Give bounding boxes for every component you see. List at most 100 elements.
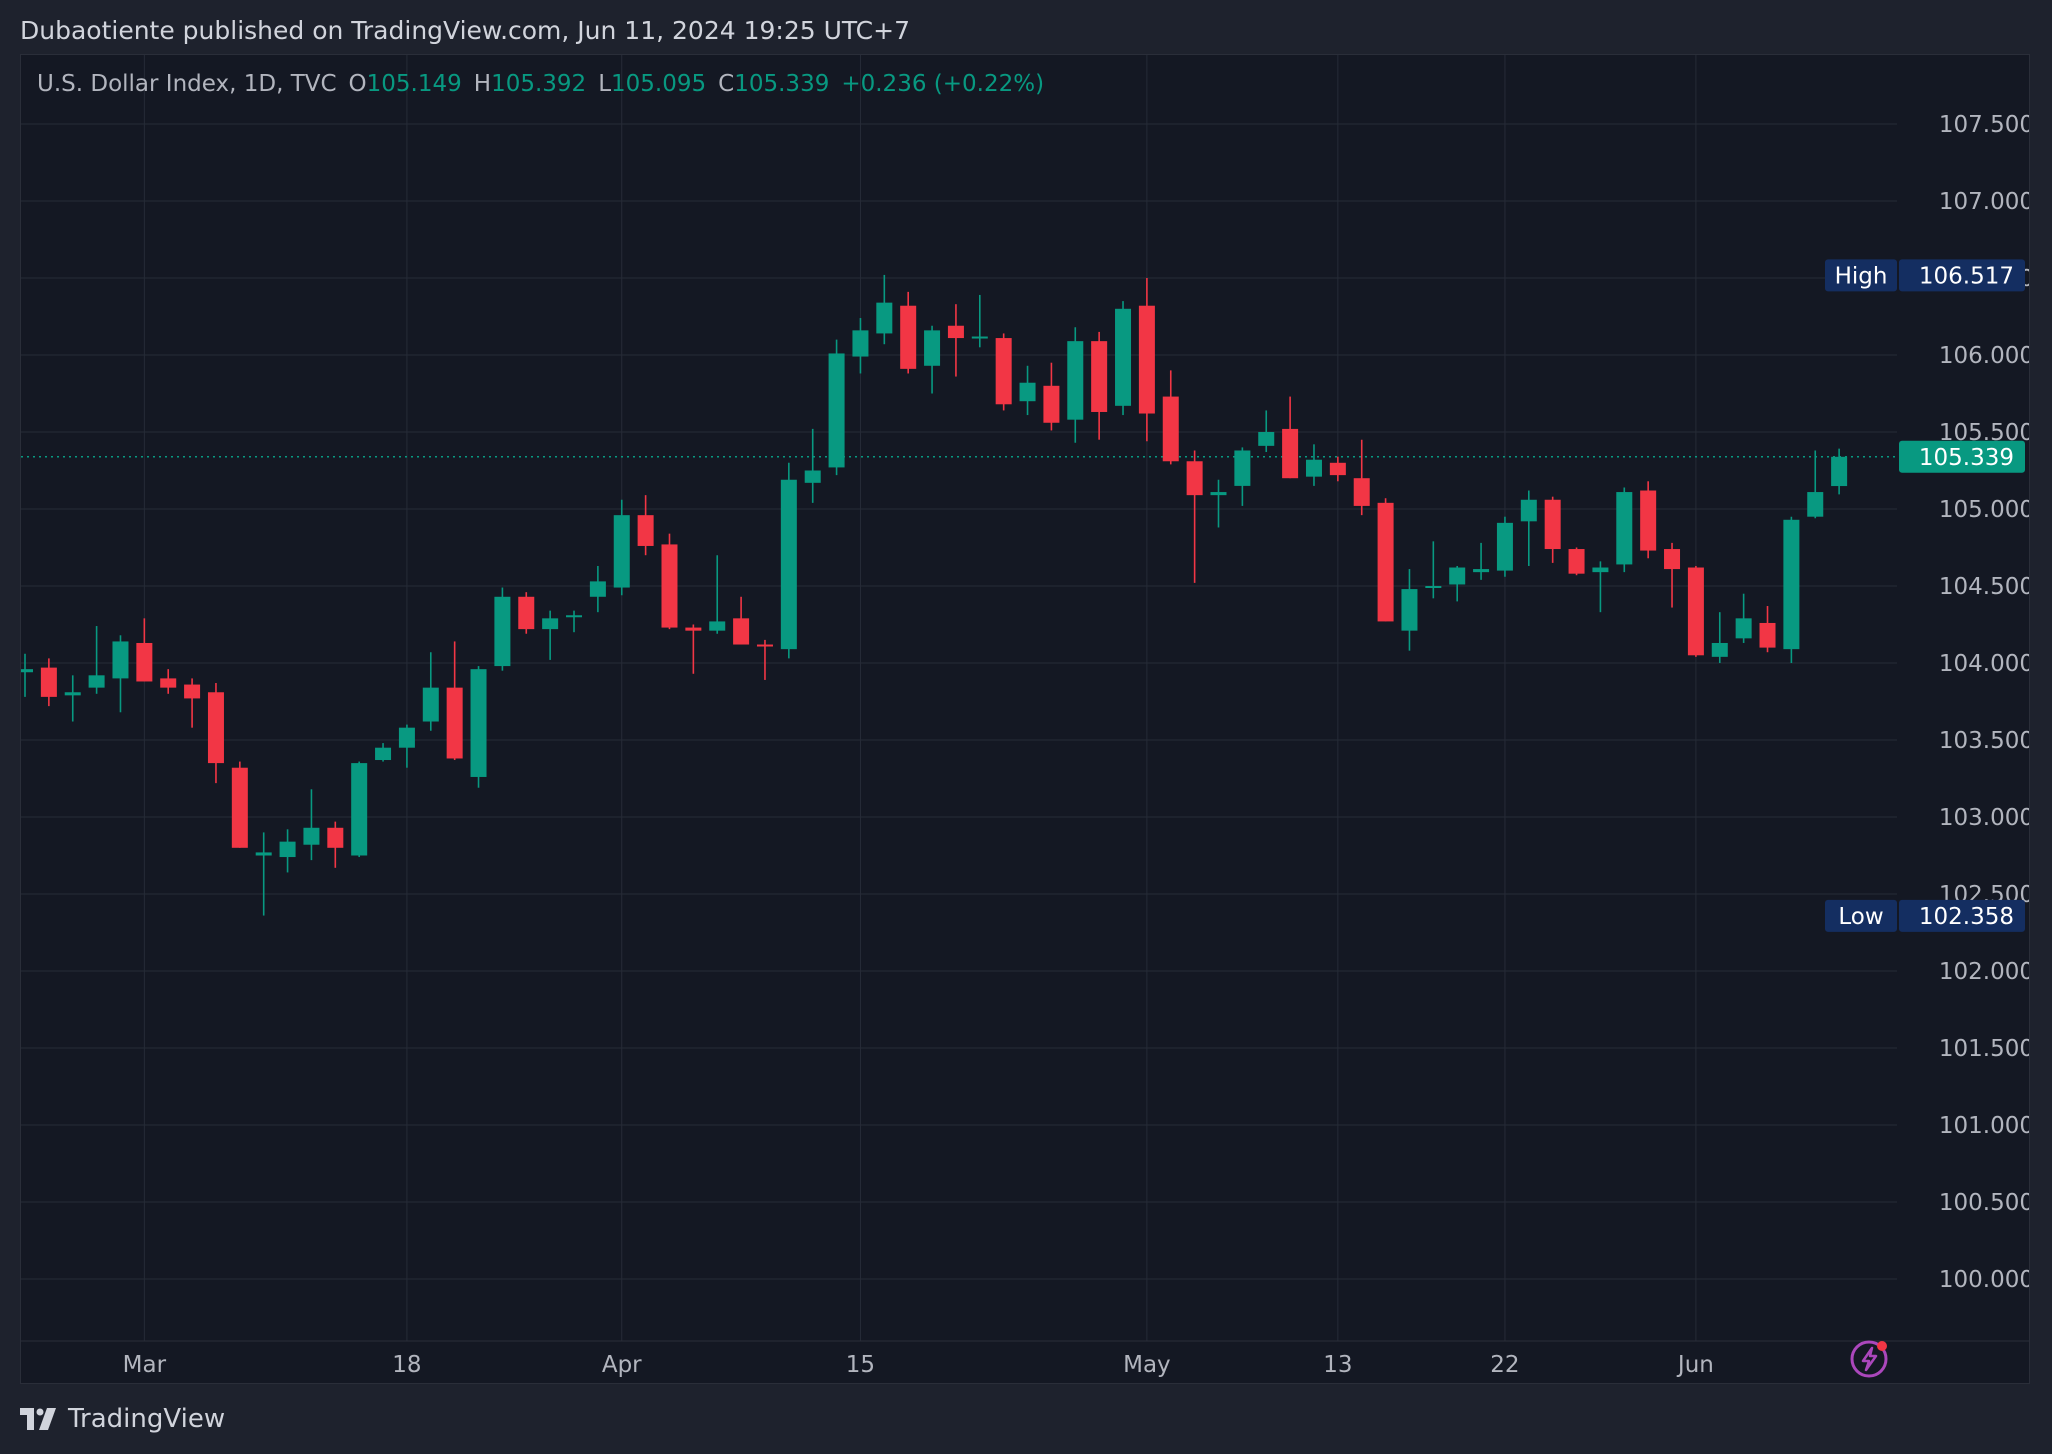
change-value: +0.236 (+0.22%)	[841, 71, 1045, 97]
candle-body-up	[1473, 569, 1490, 573]
high-badge: 106.517 High	[1825, 259, 2025, 292]
candle-body-down	[1091, 341, 1108, 412]
candle-body-up	[828, 353, 845, 468]
candle-body-up	[1496, 522, 1513, 571]
candle-body-up	[1234, 450, 1251, 486]
high-badge-value-box	[1899, 259, 2025, 292]
candle-body-down	[685, 627, 702, 631]
x-tick-label: 22	[1490, 1352, 1519, 1378]
low-badge-value: 102.358	[1919, 904, 2014, 930]
low-badge-label: Low	[1838, 904, 1883, 930]
candle-body-up	[422, 687, 439, 722]
x-tick-label: 13	[1323, 1352, 1352, 1378]
tradingview-logo-icon	[20, 1408, 56, 1430]
low-label: L	[598, 71, 612, 97]
candle-body-up	[1019, 382, 1036, 402]
candle-body-up	[279, 841, 296, 858]
symbol-legend: U.S. Dollar Index, 1D, TVC O105.149 H105.3…	[37, 71, 1044, 97]
candle-body-down	[40, 667, 57, 697]
candle-body-up	[780, 479, 797, 650]
x-tick-label: 15	[846, 1352, 875, 1378]
y-tick-label: 103.000	[1939, 805, 2029, 831]
candle-body-down	[160, 678, 177, 688]
close-label: C	[718, 71, 735, 97]
candle-body-down	[637, 515, 654, 546]
symbol-name: U.S. Dollar Index, 1D, TVC	[37, 71, 337, 97]
candle-body-down	[1377, 502, 1394, 622]
candle-body-down	[1640, 490, 1657, 551]
candle-body-down	[1353, 478, 1370, 506]
candle-body-down	[733, 618, 750, 645]
candle-body-down	[518, 596, 535, 630]
candle-body-up	[1592, 567, 1609, 573]
candle-body-up	[1210, 492, 1227, 496]
last-price-badge-value-box	[1899, 440, 2025, 473]
candle-body-up	[1711, 642, 1728, 657]
candle-body-up	[613, 515, 630, 588]
y-tick-label: 103.500	[1939, 728, 2029, 754]
candle-body-up	[1305, 459, 1322, 477]
chart-frame[interactable]: 100.000 100.500 101.000 101.500 102.000 102.5…	[20, 54, 2030, 1384]
candle-body-down	[995, 338, 1012, 405]
candle-body-up	[1831, 456, 1848, 487]
lightning-alert-icon[interactable]	[1849, 1337, 1891, 1379]
y-tick-label: 101.000	[1939, 1113, 2029, 1139]
candle-body-down	[446, 687, 463, 759]
low-badge-label-box	[1825, 899, 1897, 932]
high-badge-label: High	[1835, 263, 1888, 289]
candle-body-up	[351, 763, 368, 856]
candle-body-up	[1115, 308, 1132, 406]
candle-body-up	[398, 727, 415, 748]
high-badge-value: 106.517	[1919, 263, 2014, 289]
candle-body-down	[661, 544, 678, 628]
low-badge: 102.358 Low	[1825, 899, 2025, 932]
candle-body-up	[542, 618, 559, 630]
candle-body-up	[21, 669, 33, 673]
candle-body-up	[1616, 492, 1633, 565]
candlestick-chart[interactable]: 100.000100.500101.000101.500102.000102.5…	[21, 55, 2029, 1383]
candle-body-up	[924, 330, 941, 366]
candle-body-up	[88, 675, 105, 688]
x-tick-label: May	[1123, 1352, 1171, 1378]
candle-body-up	[112, 641, 129, 679]
x-tick-label: Apr	[602, 1352, 642, 1378]
candle-body-up	[1807, 492, 1824, 517]
y-tick-label: 107.500	[1939, 112, 2029, 138]
candle-body-down	[900, 305, 917, 369]
candle-body-up	[852, 330, 869, 357]
candle-body-down	[1186, 461, 1203, 496]
low-value: 105.095	[611, 71, 707, 97]
candle-body-up	[709, 621, 726, 631]
candle-body-down	[756, 644, 773, 647]
candle-body-down	[1664, 549, 1681, 570]
candle-body-down	[327, 827, 344, 848]
y-tick-label: 100.000	[1939, 1267, 2029, 1293]
candle-body-up	[255, 852, 272, 856]
x-tick-label: Mar	[123, 1352, 167, 1378]
candle-body-up	[1520, 499, 1537, 522]
candle-body-down	[1544, 499, 1561, 550]
y-tick-label: 104.500	[1939, 574, 2029, 600]
candle-body-down	[1329, 462, 1346, 476]
candle-body-up	[303, 827, 320, 845]
candle-body-down	[1043, 385, 1060, 423]
publish-header: Dubaotiente published on TradingView.com…	[20, 16, 910, 45]
candle-body-up	[1449, 567, 1466, 585]
candle-body-down	[231, 767, 248, 848]
candle-body-up	[804, 470, 821, 483]
candle-body-down	[947, 325, 964, 339]
candle-body-up	[470, 669, 487, 777]
candle-body-up	[375, 747, 392, 761]
candle-body-down	[1568, 549, 1585, 574]
x-tick-label: Jun	[1676, 1352, 1714, 1378]
candle-body-up	[1258, 432, 1275, 446]
candle-body-down	[1687, 567, 1704, 656]
candle-body-down	[1162, 396, 1179, 462]
high-value: 105.392	[491, 71, 587, 97]
candle-body-up	[1067, 341, 1084, 420]
candle-body-up	[64, 692, 81, 696]
tradingview-brand[interactable]: TradingView	[20, 1404, 225, 1434]
candle-body-up	[1783, 519, 1800, 650]
candle-body-down	[184, 684, 201, 699]
close-value: 105.339	[734, 71, 830, 97]
